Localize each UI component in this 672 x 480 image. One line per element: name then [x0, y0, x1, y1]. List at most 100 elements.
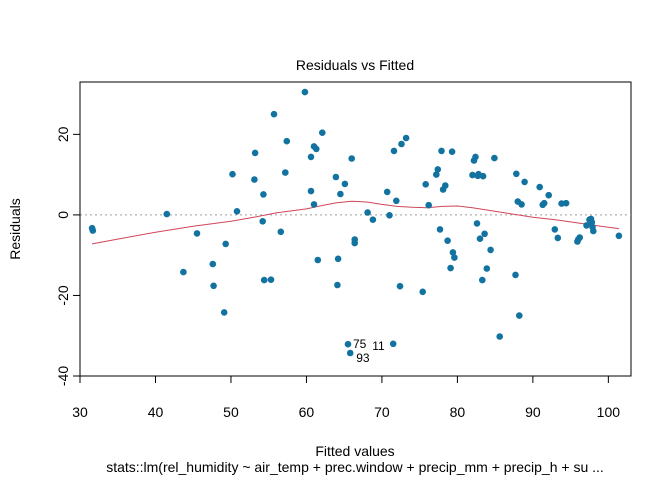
- x-tick-label: 100: [597, 404, 621, 420]
- data-point: [307, 153, 315, 161]
- data-point: [283, 137, 291, 145]
- data-point: [513, 170, 520, 178]
- data-point: [425, 201, 433, 209]
- data-point: [334, 255, 342, 263]
- x-tick-label: 80: [450, 404, 466, 420]
- points-group: [88, 88, 623, 357]
- data-point: [590, 227, 597, 235]
- data-point: [479, 276, 486, 284]
- data-point: [433, 171, 440, 178]
- data-point: [472, 153, 479, 161]
- data-point: [334, 281, 341, 289]
- data-point: [341, 180, 349, 188]
- data-point: [562, 199, 570, 207]
- data-point: [402, 134, 410, 142]
- data-point: [434, 166, 442, 173]
- data-point: [551, 226, 559, 233]
- data-point: [483, 265, 491, 272]
- data-point: [393, 197, 400, 205]
- data-point: [251, 176, 258, 183]
- data-point: [260, 191, 267, 198]
- data-point: [332, 173, 340, 181]
- data-point: [583, 222, 590, 229]
- data-point: [476, 235, 484, 242]
- outlier-label: 93: [356, 351, 370, 365]
- data-point: [554, 234, 562, 242]
- data-point: [447, 264, 454, 272]
- x-tick-label: 40: [148, 404, 164, 420]
- data-point: [260, 276, 268, 284]
- data-point: [220, 309, 228, 316]
- y-tick-label: -40: [55, 366, 71, 386]
- data-point: [301, 88, 309, 96]
- data-point: [576, 234, 583, 241]
- data-point: [545, 191, 552, 199]
- y-axis-label: Residuals: [7, 198, 23, 259]
- x-tick-label: 60: [299, 404, 315, 420]
- data-point: [521, 178, 528, 186]
- smooth-line: [92, 200, 619, 245]
- data-point: [210, 282, 217, 290]
- data-point: [479, 172, 487, 180]
- data-point: [536, 183, 543, 191]
- data-point: [396, 282, 404, 290]
- data-point: [473, 220, 481, 227]
- outlier-label: 11: [372, 339, 385, 353]
- data-point: [180, 268, 187, 276]
- data-point: [89, 227, 97, 234]
- data-point: [259, 218, 267, 225]
- x-tick-label: 90: [525, 404, 541, 420]
- data-point: [346, 349, 354, 357]
- data-point: [344, 340, 352, 348]
- outlier-label: 75: [353, 337, 367, 351]
- data-point: [364, 209, 371, 216]
- data-point: [436, 226, 444, 233]
- y-axis: -40 -20 0 20: [55, 126, 81, 386]
- data-point: [419, 288, 427, 296]
- data-point: [398, 140, 405, 148]
- data-point: [193, 230, 201, 237]
- data-point: [422, 181, 430, 188]
- data-point: [389, 340, 397, 348]
- data-point: [209, 260, 217, 268]
- data-point: [496, 333, 504, 340]
- data-point: [251, 149, 259, 157]
- data-point: [448, 148, 456, 155]
- x-tick-label: 30: [72, 404, 88, 420]
- data-point: [487, 246, 494, 254]
- x-tick-label: 70: [374, 404, 390, 420]
- data-point: [222, 240, 229, 248]
- data-point: [277, 228, 285, 236]
- data-point: [163, 210, 171, 218]
- y-tick-label: -20: [55, 285, 71, 305]
- data-point: [512, 271, 519, 279]
- data-point: [313, 145, 320, 153]
- chart-subtitle: stats::lm(rel_humidity ~ air_temp + prec…: [106, 459, 604, 475]
- x-axis: 30 40 50 60 70 80 90 100: [72, 375, 621, 420]
- data-point: [233, 208, 241, 215]
- chart-title: Residuals vs Fitted: [296, 57, 414, 73]
- data-point: [516, 312, 523, 319]
- data-point: [282, 169, 289, 176]
- data-point: [615, 232, 623, 240]
- data-point: [442, 182, 449, 189]
- data-point: [310, 201, 318, 208]
- data-point: [518, 201, 525, 208]
- y-tick-label: 0: [55, 211, 71, 219]
- x-tick-label: 50: [223, 404, 239, 420]
- data-point: [481, 230, 488, 238]
- y-tick-label: 20: [55, 126, 71, 142]
- data-point: [451, 254, 458, 261]
- data-point: [267, 276, 275, 284]
- data-point: [229, 170, 236, 178]
- data-point: [270, 110, 278, 118]
- data-point: [369, 216, 377, 223]
- data-point: [348, 155, 356, 162]
- data-point: [383, 188, 391, 196]
- data-point: [351, 239, 359, 247]
- data-point: [540, 199, 548, 207]
- data-point: [390, 147, 398, 155]
- data-point: [314, 256, 322, 264]
